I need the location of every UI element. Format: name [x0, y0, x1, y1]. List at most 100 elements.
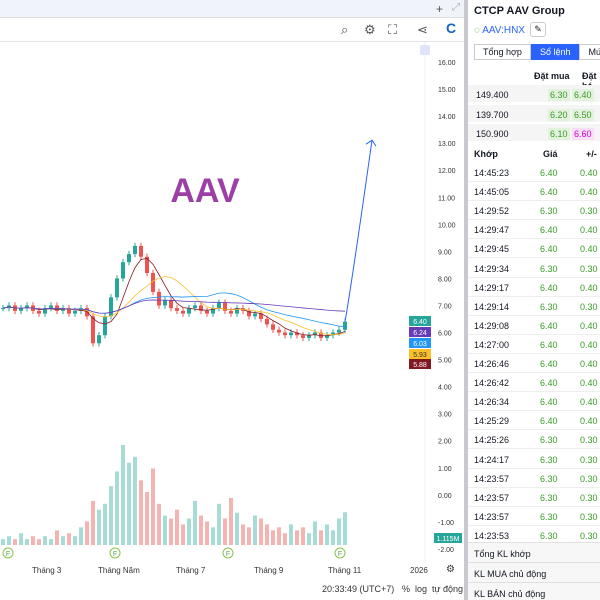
clock-time: 20:33:49 (UTC+7) — [322, 584, 395, 594]
active-buy-row: KL MUA chủ động — [468, 562, 600, 582]
price-tick: 12.00 — [438, 168, 456, 175]
candle-body — [157, 291, 161, 306]
quick-search-icon[interactable]: ⌕ — [341, 22, 349, 37]
volume-bar — [19, 533, 23, 545]
trade-price: 6.30 — [540, 263, 558, 274]
trade-price: 6.40 — [540, 339, 558, 350]
event-label: F — [113, 551, 117, 558]
price-tick: 3.00 — [438, 412, 452, 419]
trade-row: 14:29:14 6.30 0.30 — [468, 297, 600, 316]
trade-change: 0.30 — [580, 511, 598, 522]
trade-time: 14:23:57 — [474, 511, 510, 522]
edit-icon[interactable]: ✎ — [530, 22, 546, 37]
volume-bar — [37, 539, 41, 545]
time-axis: Tháng 3 Tháng Năm Tháng 7 Tháng 9 Tháng … — [0, 562, 466, 578]
trade-change: 0.30 — [580, 473, 598, 484]
expand-icon[interactable]: ⤢ — [452, 2, 460, 13]
log-toggle[interactable]: log — [415, 584, 428, 594]
percent-toggle[interactable]: % — [402, 584, 411, 594]
volume-bar — [229, 497, 233, 545]
fullscreen-icon[interactable]: ⛶ — [388, 22, 398, 37]
tab-order-book[interactable]: Sổ lệnh — [530, 44, 580, 60]
volume-bar — [337, 518, 341, 545]
trade-time-header: Khớp — [474, 149, 498, 159]
event-circle — [334, 547, 346, 559]
trade-price: 6.40 — [540, 244, 558, 255]
volume-bar — [7, 536, 11, 545]
volume-bar — [307, 533, 311, 545]
tab-price-levels[interactable]: Mức g — [579, 44, 600, 60]
moving-average-line — [2, 292, 346, 328]
volume-bar — [295, 530, 299, 545]
gear-icon[interactable]: ⚙ — [364, 22, 376, 37]
candle-body — [211, 308, 215, 314]
auto-toggle[interactable]: tự động — [432, 584, 464, 594]
candle-body — [139, 245, 143, 257]
tab-summary[interactable]: Tổng hợp — [474, 44, 531, 60]
plus-icon[interactable]: + — [436, 2, 444, 16]
trade-price: 6.30 — [540, 435, 558, 446]
trade-time: 14:26:46 — [474, 359, 510, 369]
trade-time: 14:29:47 — [474, 225, 510, 236]
moving-average-line — [2, 257, 346, 337]
candle-body — [289, 332, 293, 336]
price-chart[interactable]: 16.00 15.00 14.00 13.00 12.00 11.00 10.00 9.00 8… — [0, 42, 466, 562]
candle-body — [343, 321, 347, 330]
volume-bar — [193, 500, 197, 545]
panel-resize-handle[interactable] — [464, 0, 468, 600]
settings-icon[interactable]: ⚙ — [446, 564, 455, 575]
trade-row: 14:29:45 6.40 0.40 — [468, 239, 600, 259]
active-sell-row: KL BÁN chủ động — [468, 582, 600, 600]
price-tick: 15.00 — [438, 87, 456, 94]
candle-body — [229, 310, 233, 314]
volume-bar — [67, 533, 71, 545]
volume-bar — [271, 530, 275, 545]
candle-body — [121, 262, 125, 279]
ask-price: 6.60 — [572, 128, 594, 140]
trade-price: 6.30 — [540, 511, 558, 522]
bulb-icon: ◌ — [474, 25, 480, 36]
price-tick: 0.00 — [438, 493, 452, 500]
order-volume: 149.400 — [476, 90, 509, 100]
price-label-bg — [409, 338, 431, 348]
trade-change: 0.40 — [580, 320, 598, 331]
share-icon[interactable]: ⋖ — [417, 22, 428, 37]
price-tick: 14.00 — [438, 114, 456, 121]
volume-bar — [313, 521, 317, 545]
company-title: CTCP AAV Group — [474, 5, 565, 17]
volume-bar — [139, 480, 143, 545]
trade-row: 14:29:34 6.30 0.30 — [468, 259, 600, 278]
volume-bar — [301, 527, 305, 545]
order-volume: 139.700 — [476, 109, 509, 120]
trade-time: 14:27:00 — [474, 339, 510, 350]
event-marker: F — [2, 547, 14, 559]
candle-body — [283, 332, 287, 336]
moving-average-line — [2, 276, 346, 336]
trade-time: 14:24:17 — [474, 454, 510, 465]
volume-bar — [343, 512, 347, 545]
candle-body — [181, 310, 185, 314]
volume-bar — [181, 524, 185, 545]
volume-bar — [277, 527, 281, 545]
volume-bar — [253, 515, 257, 545]
trade-price: 6.40 — [540, 282, 558, 293]
trade-change: 0.40 — [580, 168, 598, 178]
trade-price: 6.30 — [540, 492, 558, 503]
symbol-link[interactable]: ◌ AAV:HNX — [474, 25, 525, 36]
candle-body — [205, 310, 209, 314]
time-tick: 2026 — [410, 566, 428, 575]
price-tick: 10.00 — [438, 222, 456, 229]
bid-price: 6.20 — [548, 108, 570, 121]
candle-body — [277, 329, 281, 333]
time-tick: Tháng 3 — [32, 566, 62, 575]
trade-price: 6.40 — [540, 416, 558, 427]
trade-time: 14:45:23 — [474, 168, 510, 178]
trade-change: 0.30 — [580, 206, 598, 217]
price-tick: 9.00 — [438, 249, 452, 256]
trade-time: 14:26:42 — [474, 378, 510, 389]
time-tick: Tháng Năm — [98, 566, 140, 575]
volume-bar — [265, 524, 269, 545]
volume-bar — [145, 492, 149, 545]
candle-body — [337, 329, 341, 333]
volume-bar — [121, 445, 125, 545]
